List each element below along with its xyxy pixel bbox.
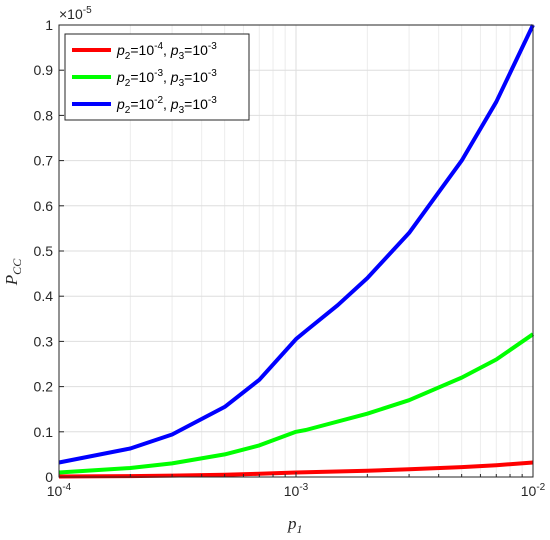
legend-label-part: p [116, 69, 125, 85]
legend-label-part: 3 [179, 51, 185, 62]
x-tick-label: 10-3 [284, 482, 309, 499]
x-tick-label-exp: -3 [299, 482, 308, 493]
y-tick-label: 1 [45, 17, 53, 33]
legend-label-3: p2=10-2, p3=10-3 [116, 95, 217, 116]
legend-label-part: -3 [208, 95, 217, 106]
x-tick-label: 10-2 [521, 482, 546, 499]
legend-label-part: -4 [154, 41, 163, 52]
legend-label-part: 2 [125, 105, 131, 116]
y-axis-label: PCC [2, 258, 24, 286]
series-line-2 [58, 332, 535, 475]
y-tick-label: 0.8 [34, 107, 54, 123]
legend-label-part: , [163, 96, 171, 112]
y-multiplier-exp: -5 [83, 5, 92, 16]
legend-label-part: -3 [208, 41, 217, 52]
x-axis-label-base: p [287, 514, 297, 533]
legend-label-part: =10 [184, 42, 208, 58]
y-axis-label-base: P [2, 275, 21, 286]
y-tick-label: 0.9 [34, 62, 54, 78]
y-tick-label: 0 [45, 469, 53, 485]
legend-label-part: , [163, 42, 171, 58]
y-tick-label: 0.3 [34, 333, 54, 349]
x-axis-label-sub: 1 [297, 522, 303, 536]
y-tick-label: 0.2 [34, 379, 54, 395]
y-tick-label: 0.6 [34, 198, 54, 214]
legend-label-part: =10 [130, 42, 154, 58]
y-tick-label: 0.4 [34, 288, 54, 304]
legend-label-part: p [170, 42, 179, 58]
x-tick-label-base: 10 [47, 483, 63, 499]
legend-label-1: p2=10-4, p3=10-3 [116, 41, 217, 62]
legend-label-part: , [163, 69, 171, 85]
y-axis-label-sub: CC [10, 258, 24, 275]
x-tick-label-base: 10 [521, 483, 537, 499]
legend-label-part: -2 [154, 95, 163, 106]
series-line-3 [58, 24, 535, 465]
legend-label-2: p2=10-3, p3=10-3 [116, 68, 217, 89]
legend-label-part: =10 [130, 96, 154, 112]
legend-label-part: 2 [125, 78, 131, 89]
y-multiplier-base: ×10 [59, 6, 83, 22]
legend-label-part: =10 [184, 69, 208, 85]
legend-label-part: 3 [179, 105, 185, 116]
legend-label-part: 3 [179, 78, 185, 89]
y-multiplier: ×10-5 [59, 5, 92, 22]
y-tick-label: 0.1 [34, 424, 54, 440]
legend-label-part: p [170, 69, 179, 85]
x-tick-label-exp: -2 [536, 482, 545, 493]
legend-label-part: 2 [125, 51, 131, 62]
x-axis-label: p1 [287, 514, 303, 536]
x-tick-label-base: 10 [284, 483, 300, 499]
legend: p2=10-4, p3=10-3p2=10-3, p3=10-3p2=10-2,… [64, 33, 250, 121]
legend-label-part: =10 [130, 69, 154, 85]
x-tick-label-exp: -4 [62, 482, 71, 493]
legend-label-part: -3 [154, 68, 163, 79]
y-tick-label: 0.7 [34, 153, 54, 169]
legend-label-part: =10 [184, 96, 208, 112]
y-tick-label: 0.5 [34, 243, 54, 259]
legend-label-part: -3 [208, 68, 217, 79]
x-tick-label: 10-4 [47, 482, 72, 499]
legend-label-part: p [116, 42, 125, 58]
legend-label-part: p [170, 96, 179, 112]
legend-label-part: p [116, 96, 125, 112]
